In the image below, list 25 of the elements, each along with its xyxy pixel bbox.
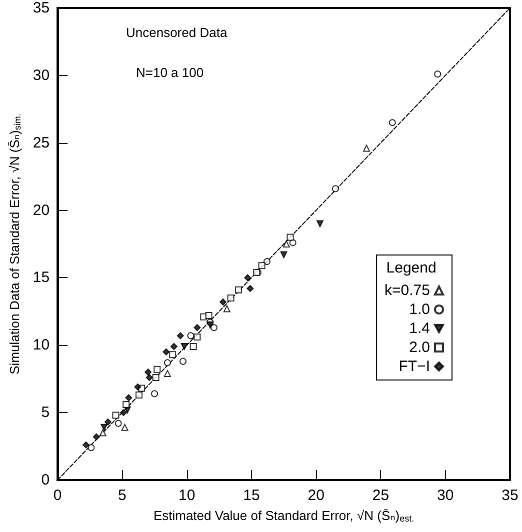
x-tick-label: 5 — [118, 487, 126, 504]
y-axis-title: Simulation Data of Standard Error, √N (S̄ₙ)sim. — [7, 114, 22, 374]
annotation: Uncensored Data — [126, 25, 228, 40]
legend-label: 1.4 — [409, 320, 430, 337]
y-tick-label: 0 — [41, 472, 50, 488]
y-tick-label: 35 — [32, 0, 50, 16]
x-tick-label: 15 — [243, 487, 260, 504]
y-tick-label: 30 — [32, 66, 50, 84]
y-tick-label: 5 — [41, 404, 50, 422]
legend-label: 2.0 — [409, 339, 430, 356]
y-tick-label: 10 — [32, 336, 50, 354]
x-tick-label: 0 — [53, 487, 62, 504]
annotation: N=10 a 100 — [136, 65, 204, 80]
x-tick-label: 35 — [502, 487, 518, 504]
x-tick-label: 20 — [308, 487, 324, 504]
x-tick-label: 30 — [437, 487, 454, 504]
y-tick-label: 20 — [32, 202, 50, 219]
y-tick-label: 25 — [32, 134, 50, 152]
legend-label: 1.0 — [409, 301, 430, 318]
legend-label: FT−I — [398, 358, 430, 375]
legend-title: Legend — [386, 260, 436, 276]
legend-label: k=0.75 — [384, 282, 430, 299]
x-tick-label: 10 — [178, 487, 196, 504]
y-tick-label: 15 — [32, 269, 50, 286]
x-tick-label: 25 — [372, 487, 390, 504]
